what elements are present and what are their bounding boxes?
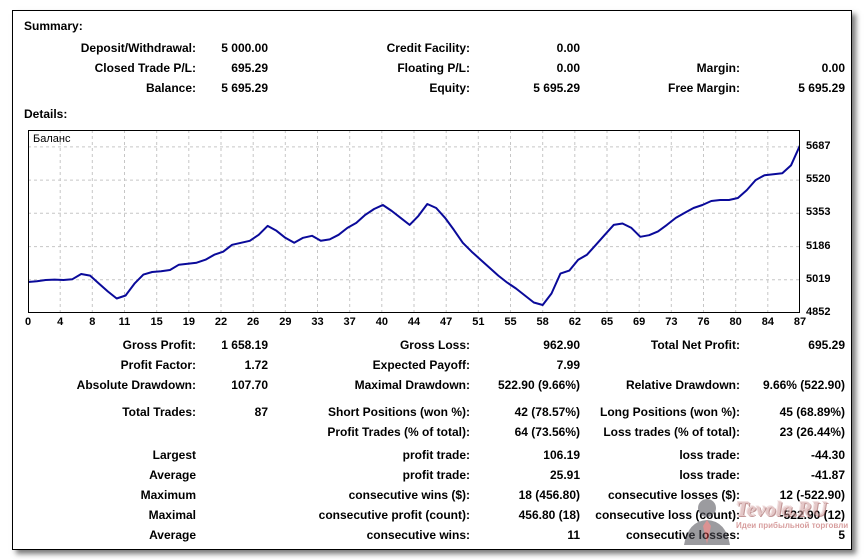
stat-value: 456.80 (18): [518, 508, 580, 522]
stat-label: Total Net Profit:: [650, 338, 740, 352]
stat-label: Loss trades (% of total):: [603, 425, 740, 439]
stat-value: [196, 422, 268, 442]
stats-grid-extremes: Largest profit trade: 106.19 loss trade:…: [14, 445, 845, 545]
stat-label: Profit Factor:: [120, 358, 196, 372]
stat-value: 522.90 (9.66%): [497, 378, 580, 392]
stat-label: Maximal Drawdown:: [354, 378, 470, 392]
stat-value: 7.99: [556, 358, 580, 372]
details-title: Details:: [24, 107, 68, 121]
stat-label: consecutive losses ($):: [607, 488, 740, 502]
stat-label: loss trade:: [679, 468, 740, 482]
stat-value: [196, 465, 268, 485]
stat-label: Closed Trade P/L:: [94, 61, 196, 75]
stat-label: [14, 422, 196, 442]
stat-value: 87: [254, 405, 268, 419]
stat-value: 11: [567, 528, 580, 542]
stat-value: 0.00: [556, 61, 580, 75]
stat-value: 64 (73.56%): [514, 425, 580, 439]
stat-label: Average: [149, 468, 196, 482]
stat-label: Relative Drawdown:: [625, 378, 740, 392]
stats-grid-trades: Total Trades: 87 Short Positions (won %)…: [14, 402, 845, 442]
stat-value: 5 695.29: [533, 81, 580, 95]
stats-grid-profit: Gross Profit: 1 658.19 Gross Loss: 962.9…: [14, 335, 845, 395]
stat-label: profit trade:: [402, 468, 470, 482]
stat-value: 106.19: [543, 448, 580, 462]
stat-value: [196, 445, 268, 465]
stat-value: 12 (-522.90): [779, 488, 845, 502]
stat-value: 23 (26.44%): [779, 425, 845, 439]
stat-value: 5 000.00: [221, 41, 268, 55]
stat-label: [580, 38, 740, 58]
stat-value: [196, 505, 268, 525]
stat-value: 5 695.29: [798, 81, 845, 95]
stat-value: 695.29: [231, 61, 268, 75]
stat-label: Equity:: [429, 81, 470, 95]
stat-value: 42 (78.57%): [514, 405, 580, 419]
stat-label: Floating P/L:: [397, 61, 470, 75]
stat-value: 45 (68.89%): [779, 405, 845, 419]
stat-label: Margin:: [696, 61, 740, 75]
stat-value: [740, 355, 845, 375]
stat-value: [196, 485, 268, 505]
stat-label: Expected Payoff:: [372, 358, 470, 372]
summary-title: Summary:: [24, 19, 83, 33]
stat-label: Free Margin:: [667, 81, 740, 95]
stat-value: 5: [838, 528, 845, 542]
stat-label: consecutive wins ($):: [348, 488, 470, 502]
stat-value: 18 (456.80): [518, 488, 580, 502]
stat-label: Largest: [152, 448, 196, 462]
stat-value: -44.30: [810, 448, 845, 462]
stat-label: Gross Loss:: [399, 338, 470, 352]
stat-label: Absolute Drawdown:: [76, 378, 196, 392]
stat-label: Short Positions (won %):: [328, 405, 470, 419]
stat-label: Credit Facility:: [386, 41, 470, 55]
stat-label: [580, 355, 740, 375]
stat-value: 1 658.19: [221, 338, 268, 352]
stat-value: 107.70: [231, 378, 268, 392]
stat-label: Deposit/Withdrawal:: [80, 41, 196, 55]
stat-value: [196, 525, 268, 545]
stat-value: [740, 38, 845, 58]
stat-label: Average: [149, 528, 196, 542]
stat-value: 695.29: [808, 338, 845, 352]
stat-label: Gross Profit:: [122, 338, 196, 352]
stat-value: 9.66% (522.90): [762, 378, 845, 392]
stat-value: -522.90 (12): [779, 508, 845, 522]
stat-label: Total Trades:: [122, 405, 196, 419]
stat-label: consecutive wins:: [366, 528, 470, 542]
stat-value: 1.72: [244, 358, 268, 372]
summary-grid: Deposit/Withdrawal: 5 000.00 Credit Faci…: [14, 38, 845, 98]
stat-value: 25.91: [549, 468, 580, 482]
stat-label: profit trade:: [402, 448, 470, 462]
stat-label: Maximum: [140, 488, 196, 502]
stat-value: 5 695.29: [221, 81, 268, 95]
stat-value: 962.90: [543, 338, 580, 352]
stat-label: consecutive losses:: [625, 528, 740, 542]
stat-label: loss trade:: [679, 448, 740, 462]
stat-label: consecutive profit (count):: [318, 508, 470, 522]
stat-value: -41.87: [810, 468, 845, 482]
stat-label: Profit Trades (% of total):: [327, 425, 470, 439]
stat-label: Long Positions (won %):: [600, 405, 740, 419]
stat-value: 0.00: [821, 61, 845, 75]
stat-value: 0.00: [556, 41, 580, 55]
stat-label: Maximal: [148, 508, 196, 522]
stat-label: consecutive loss (count):: [595, 508, 740, 522]
stat-label: Balance:: [145, 81, 196, 95]
